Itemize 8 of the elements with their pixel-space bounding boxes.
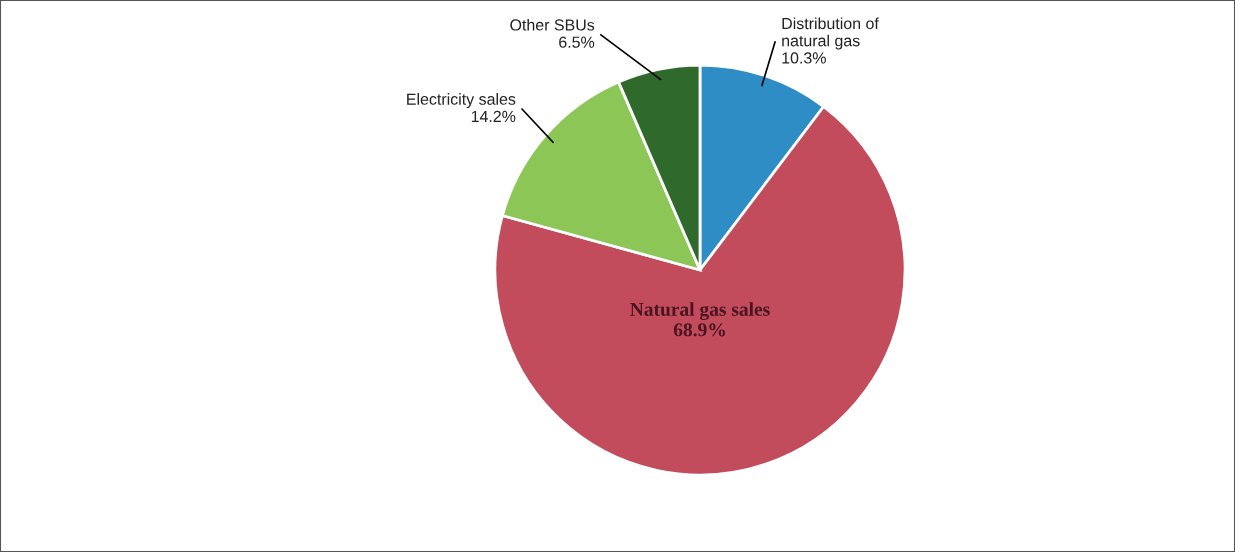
slice-label: Electricity sales [407, 93, 516, 108]
slice-label: Other SBUs [510, 18, 595, 31]
data-label: 10.3% [782, 52, 826, 64]
slice-label: Distribution of natural gas [782, 17, 879, 50]
slice-label: Natural gas sales [630, 302, 770, 320]
data-label: 68.9% [673, 323, 725, 337]
data-label: 14.2% [471, 110, 516, 122]
data-label: 6.5% [559, 36, 595, 48]
